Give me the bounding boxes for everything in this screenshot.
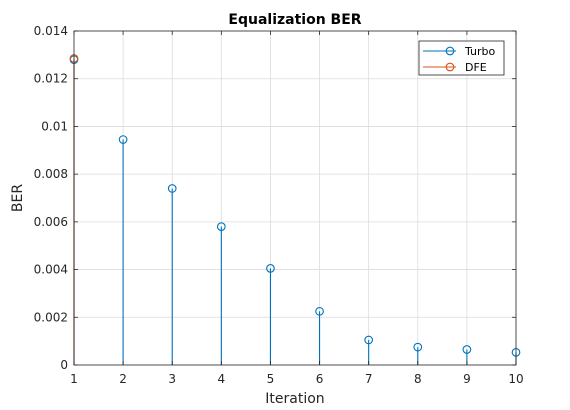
x-tick-label: 7 <box>365 372 373 386</box>
y-tick-label: 0.012 <box>34 72 68 86</box>
x-tick-label: 3 <box>168 372 176 386</box>
y-tick-label: 0.006 <box>34 215 68 229</box>
y-axis-label: BER <box>10 184 26 212</box>
legend-label-turbo: Turbo <box>464 45 496 58</box>
y-tick-label: 0.004 <box>34 263 68 277</box>
legend: Turbo DFE <box>418 40 505 76</box>
x-tick-label: 2 <box>119 372 127 386</box>
y-tick-label: 0.01 <box>41 119 68 133</box>
legend-marker-dfe <box>445 62 455 72</box>
turbo-marker <box>315 306 324 316</box>
x-tick-label: 5 <box>267 372 275 386</box>
y-tick-label: 0.014 <box>34 24 68 38</box>
legend-box <box>418 40 505 76</box>
x-axis-label: Iteration <box>265 391 324 407</box>
turbo-marker <box>364 335 374 345</box>
turbo-marker <box>216 222 226 231</box>
axis-ticks: 1 2 3 4 5 6 7 8 9 10 0 0.002 0.004 0.006 0.008 0.01 0.01… <box>34 24 524 386</box>
x-tick-label: 9 <box>463 372 471 386</box>
y-tick-label: 0.008 <box>34 167 68 181</box>
plot-frame <box>73 30 517 366</box>
x-tick-label: 8 <box>414 372 422 386</box>
y-tick-label: 0.002 <box>34 310 68 324</box>
turbo-marker <box>462 345 472 354</box>
turbo-marker <box>266 264 275 273</box>
x-tick-label: 6 <box>316 372 324 386</box>
x-tick-label: 1 <box>70 372 78 386</box>
turbo-marker <box>118 135 128 144</box>
turbo-marker <box>413 342 423 352</box>
legend-label-dfe: DFE <box>465 61 487 74</box>
x-tick-label: 4 <box>218 372 226 386</box>
legend-marker-turbo <box>445 46 455 56</box>
y-tick-label: 0 <box>60 358 68 372</box>
plot-background <box>74 31 516 365</box>
x-tick-label: 10 <box>508 372 523 386</box>
turbo-marker <box>167 184 177 193</box>
chart-title: Equalization BER <box>228 12 361 28</box>
